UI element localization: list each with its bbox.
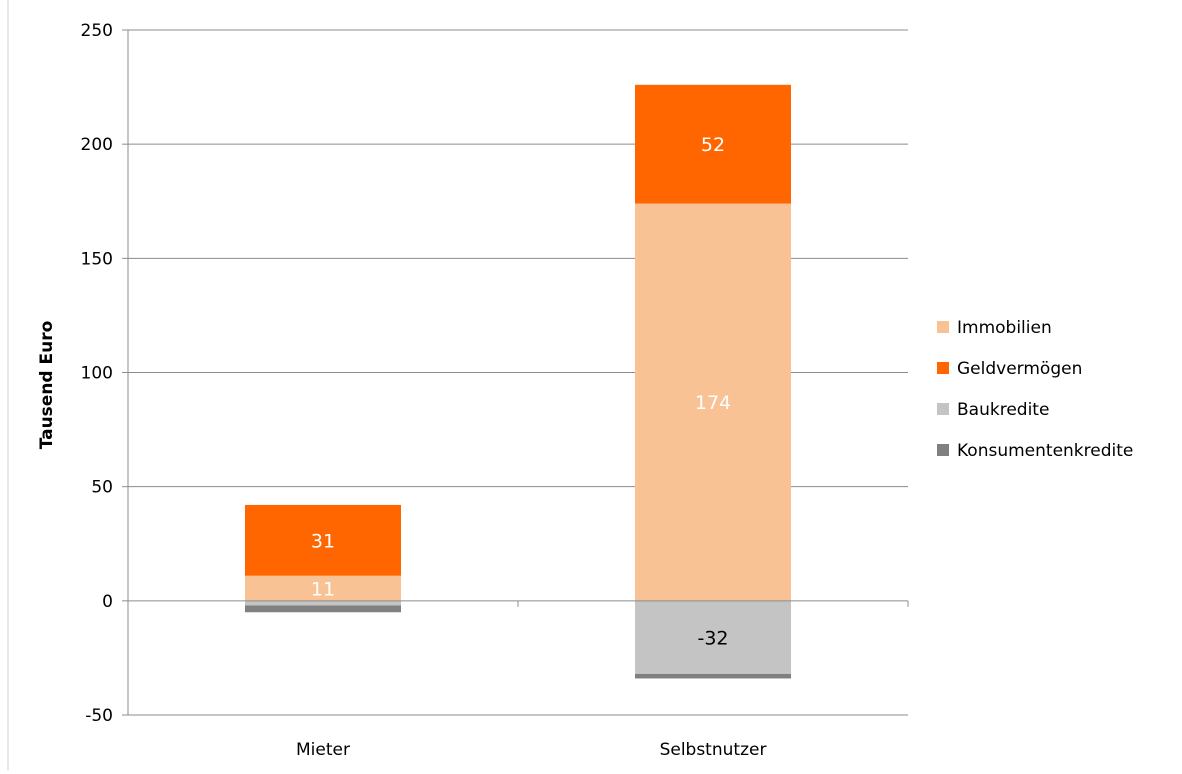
y-axis-label: Tausend Euro [37,321,57,450]
legend-label: Geldvermögen [957,359,1082,379]
y-tick-label: 0 [102,592,113,612]
bar-segment-mieter-immobilien [245,575,401,601]
data-label: 174 [695,392,731,414]
data-label: -32 [697,627,728,649]
y-tick-label: 100 [81,364,113,384]
y-tick-label: 150 [81,249,113,269]
legend-label: Konsumentenkredite [957,441,1133,461]
x-tick-label: Mieter [296,740,350,760]
legend: Immobilien Geldvermögen Baukredite Konsumen… [937,318,1133,461]
bar-segment-selbstnutzer-geldvermögen [635,84,791,204]
bar-segment-mieter-geldvermögen [245,504,401,576]
bar-segment-mieter-baukredite [245,600,401,606]
bar-segment-selbstnutzer-immobilien [635,203,791,601]
legend-label: Immobilien [957,318,1052,338]
y-tick-label: -50 [85,706,113,726]
y-tick-labels: -50 0 50 100 150 200 250 [81,21,113,726]
legend-label: Baukredite [957,400,1049,420]
bar-segment-selbstnutzer-konsumentenkredite [635,673,791,679]
y-tick-label: 250 [81,21,113,41]
bar-segment-mieter-konsumentenkredite [245,605,401,613]
legend-swatch [937,403,949,415]
data-label: 52 [701,134,725,156]
bar-segment-selbstnutzer-baukredite [635,600,791,674]
legend-swatch [937,321,949,333]
x-tick-label: Selbstnutzer [660,740,767,760]
data-labels: 11 31 174 52 -32 [311,134,731,649]
y-tick-label: 50 [91,478,113,498]
y-tick-label: 200 [81,135,113,155]
axes [127,30,909,715]
data-label: 31 [311,530,335,552]
legend-swatch [937,444,949,456]
x-tick-labels: Mieter Selbstnutzer [296,740,766,760]
legend-swatch [937,362,949,374]
data-label: 11 [311,578,335,600]
bar-segments [245,84,791,679]
